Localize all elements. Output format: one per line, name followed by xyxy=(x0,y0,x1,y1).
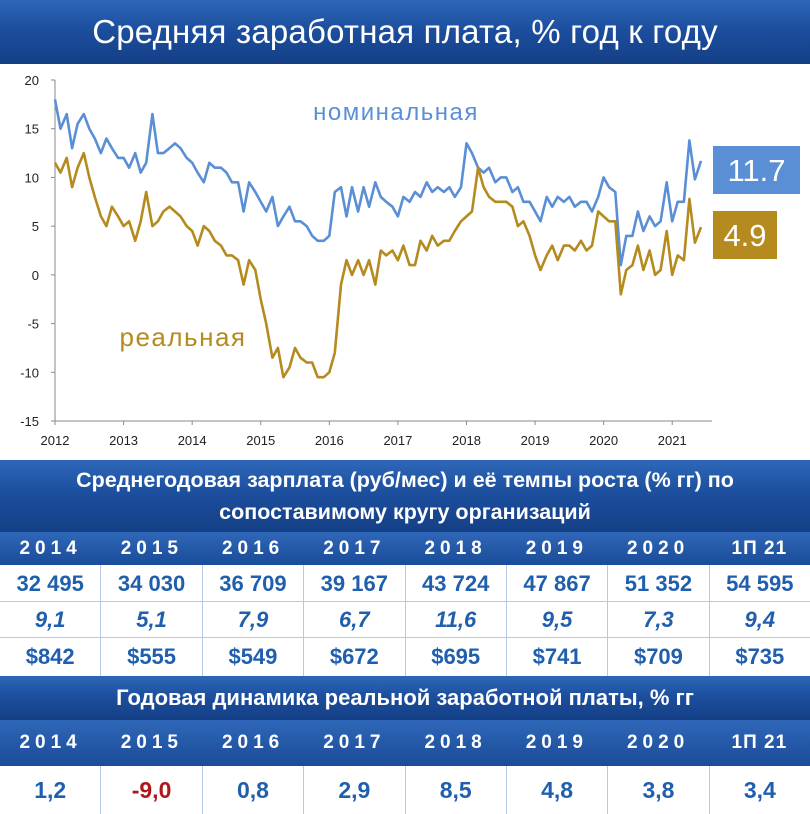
table1-growth-cell: 9,5 xyxy=(507,602,609,638)
table1-year-cell: 2017 xyxy=(323,538,386,559)
x-tick-label: 2013 xyxy=(109,433,138,448)
table1-salary-usd-cell: $549 xyxy=(203,638,305,676)
table1-growth-cell: 9,4 xyxy=(744,607,776,632)
table1-year-cell: 2018 xyxy=(424,538,487,559)
x-tick-label: 2014 xyxy=(178,433,207,448)
x-tick-label: 2021 xyxy=(658,433,687,448)
x-tick-label: 2012 xyxy=(41,433,70,448)
table1-salary-usd-cell: $709 xyxy=(608,638,710,676)
table1-salary-rub-cell: 43 724 xyxy=(406,565,507,602)
table2-year-cell: 2014 xyxy=(19,732,82,753)
y-tick-label: 0 xyxy=(32,268,39,283)
y-tick-label: -10 xyxy=(20,365,39,380)
table2-values-row: 1,2 -9,0 0,8 2,9 8,5 4,8 3,8 3,4 xyxy=(0,766,810,814)
series-line-real xyxy=(53,151,703,379)
table2-value-cell: 3,4 xyxy=(743,777,776,803)
table1-growth-cell: 6,7 xyxy=(304,602,406,638)
table1-salary-rub-cell: 34 030 xyxy=(101,565,203,602)
table1-growth-cell: 5,1 xyxy=(101,602,203,638)
table1-growth-cell: 7,9 xyxy=(203,602,305,638)
x-tick-label: 2018 xyxy=(452,433,481,448)
table2-value-cell: -9,0 xyxy=(101,766,203,814)
x-tick-label: 2019 xyxy=(521,433,550,448)
series-name-real: реальная xyxy=(120,322,247,352)
table2-value-cell: 0,8 xyxy=(203,766,305,814)
table1-salary-rub-cell: 36 709 xyxy=(203,565,305,602)
table1-title: Среднегодовая зарплата (руб/мес) и её те… xyxy=(0,460,810,532)
table2-value-cell: 3,8 xyxy=(608,766,710,814)
y-tick-label: 10 xyxy=(25,170,39,185)
table2-year-cell: 2016 xyxy=(221,732,285,753)
y-tick-label: 15 xyxy=(25,122,39,137)
table1-salary-rub-cell: 54 595 xyxy=(726,571,794,596)
table1-growth-row: 9,1 5,1 7,9 6,7 11,6 9,5 7,3 9,4 xyxy=(0,602,810,638)
table2-value-cell: 1,2 xyxy=(0,766,102,814)
table2-value-cell: 2,9 xyxy=(304,766,406,814)
table1-salary-usd-cell: $555 xyxy=(101,638,203,676)
y-tick-label: -15 xyxy=(20,414,39,429)
table1-salary-usd-cell: $672 xyxy=(304,638,406,676)
series-line-nominal xyxy=(53,99,703,267)
table1-growth-cell: 9,1 xyxy=(0,602,102,638)
table2-year-cell: 2015 xyxy=(120,732,184,753)
y-tick-label: -5 xyxy=(27,317,39,332)
line-chart: -15 -10 -5 0 5 10 15 20 2012 2013 2014 2015 2016 2017… xyxy=(0,64,810,460)
table1-salary-rub-row: 32 495 34 030 36 709 39 167 43 724 47 867 51 3… xyxy=(0,565,810,602)
table1-year-cell: 2016 xyxy=(221,538,285,559)
table1-salary-usd-row: $842 $555 $549 $672 $695 $741 $709 $735 xyxy=(0,638,810,676)
x-tick-label: 2016 xyxy=(315,433,344,448)
table1-years-row: 2014 2015 2016 2017 2018 2019 2020 1П 21 xyxy=(0,532,810,565)
table2-year-cell: 2019 xyxy=(525,732,589,753)
row-divider xyxy=(0,637,810,638)
table1-salary-rub-cell: 47 867 xyxy=(507,565,609,602)
x-tick-label: 2020 xyxy=(589,433,618,448)
table1-year-cell: 2020 xyxy=(626,538,690,559)
y-tick-label: 5 xyxy=(32,219,39,234)
table1-salary-usd-cell: $735 xyxy=(735,644,785,669)
end-value-nominal-box xyxy=(713,146,800,194)
table2-value-cell: 4,8 xyxy=(507,766,609,814)
table1-year-cell: 2014 xyxy=(19,538,82,559)
table1-salary-usd-cell: $695 xyxy=(406,638,507,676)
table1-salary-usd-cell: $842 xyxy=(0,638,102,676)
table1-year-cell: 1П 21 xyxy=(731,538,788,559)
table1-salary-rub-cell: 39 167 xyxy=(304,565,406,602)
table2-year-cell: 1П 21 xyxy=(731,732,788,753)
table2-year-cell: 2018 xyxy=(424,732,487,753)
table1-salary-usd-cell: $741 xyxy=(507,638,609,676)
series-name-nominal: номинальная xyxy=(313,99,479,126)
table1-salary-rub-cell: 51 352 xyxy=(608,565,710,602)
table1-growth-cell: 7,3 xyxy=(608,602,710,638)
end-value-nominal: 11.7 xyxy=(727,153,785,188)
main-title: Средняя заработная плата, % год к году xyxy=(0,0,810,64)
end-value-real-box xyxy=(713,211,777,259)
end-value-real: 4.9 xyxy=(723,218,766,253)
y-tick-label: 20 xyxy=(25,73,39,88)
table2-year-cell: 2017 xyxy=(323,732,386,753)
x-tick-label: 2015 xyxy=(246,433,275,448)
chart-svg: -15 -10 -5 0 5 10 15 20 2012 2013 2014 2015 2016 2017… xyxy=(20,73,800,448)
row-divider xyxy=(0,601,810,602)
table2-year-cell: 2020 xyxy=(626,732,690,753)
table2-value-cell: 8,5 xyxy=(406,766,507,814)
table1-year-cell: 2019 xyxy=(525,538,589,559)
table1-year-cell: 2015 xyxy=(120,538,184,559)
table2-title: Годовая динамика реальной заработной пла… xyxy=(0,676,810,720)
table1-growth-cell: 11,6 xyxy=(406,602,507,638)
table1-salary-rub-cell: 32 495 xyxy=(0,565,102,602)
table2-years-row: 2014 2015 2016 2017 2018 2019 2020 1П 21 xyxy=(0,720,810,766)
x-tick-label: 2017 xyxy=(383,433,412,448)
